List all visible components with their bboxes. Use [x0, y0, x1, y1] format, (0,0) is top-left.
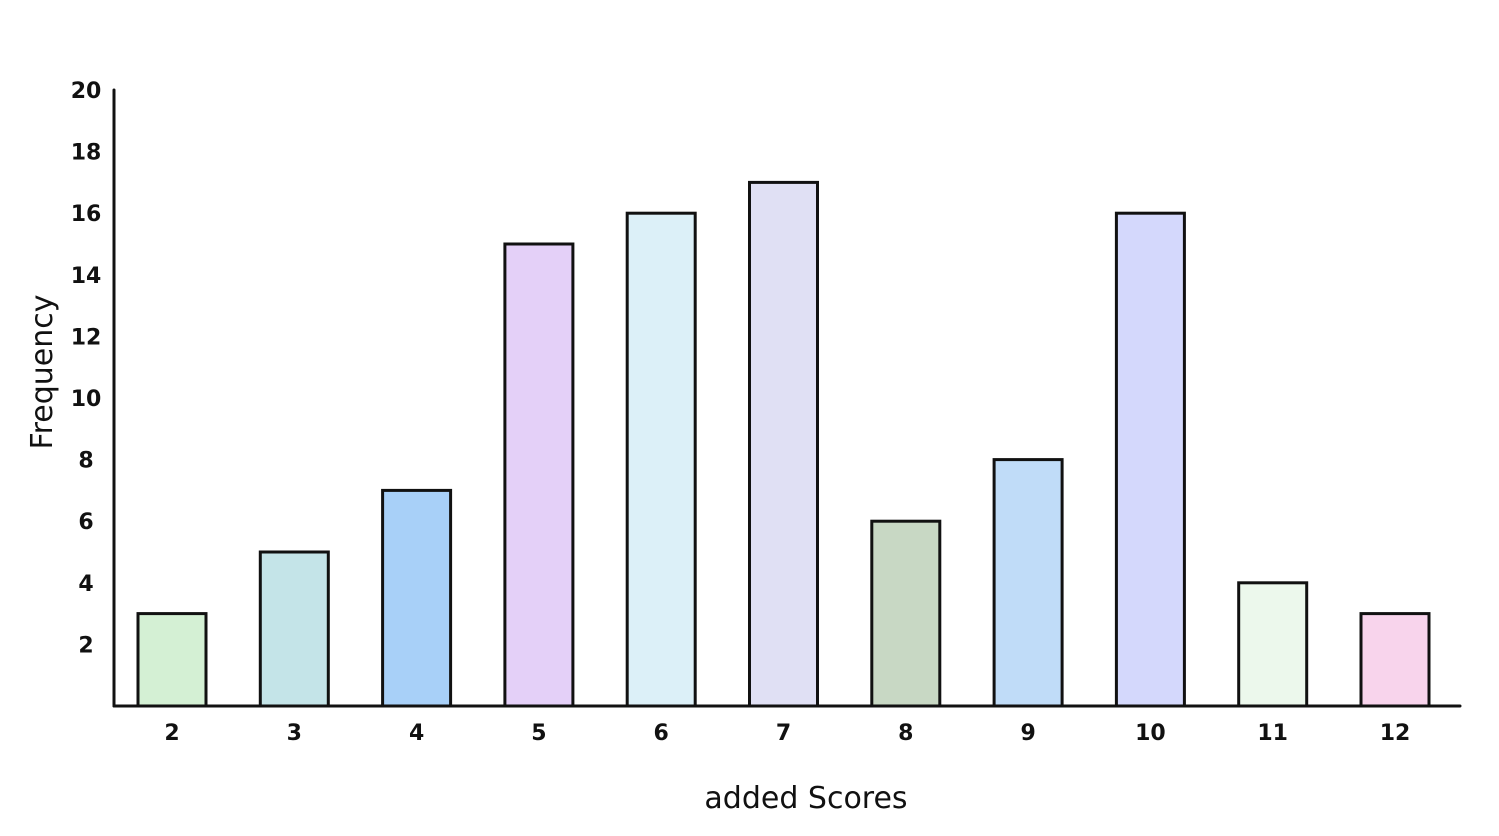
bar-6	[625, 211, 697, 708]
bar-2	[136, 612, 208, 708]
y-tick-2: 2	[78, 633, 93, 658]
x-tick-11: 11	[1257, 721, 1288, 746]
y-tick-12: 12	[71, 325, 102, 350]
bar-12	[1359, 612, 1431, 708]
bar-5	[503, 242, 575, 708]
x-tick-2: 2	[164, 721, 179, 746]
bar-3	[258, 550, 330, 708]
bar-9	[992, 458, 1064, 708]
bar-8	[870, 519, 942, 708]
bar-11	[1237, 581, 1309, 708]
x-tick-5: 5	[531, 721, 546, 746]
y-tick-18: 18	[71, 141, 102, 166]
bars-group	[136, 180, 1431, 708]
x-tick-7: 7	[776, 721, 791, 746]
y-tick-16: 16	[71, 202, 102, 227]
x-tick-3: 3	[287, 721, 302, 746]
x-tick-10: 10	[1135, 721, 1166, 746]
y-tick-10: 10	[71, 387, 102, 412]
bar-7	[748, 180, 819, 708]
x-tick-6: 6	[654, 721, 669, 746]
x-tick-labels: 2 3 4 5 6 7 8 9 10 11 12	[164, 721, 1410, 746]
y-tick-labels: 2 4 6 8 10 12 14 16 18 20	[71, 79, 102, 658]
y-tick-8: 8	[78, 449, 93, 474]
x-tick-9: 9	[1020, 721, 1035, 746]
bar-4	[381, 488, 453, 708]
y-tick-4: 4	[78, 572, 93, 597]
bar-10	[1114, 211, 1186, 708]
y-tick-14: 14	[71, 264, 102, 289]
y-axis-label: Frequency	[25, 295, 60, 450]
y-tick-6: 6	[78, 510, 93, 535]
x-tick-8: 8	[898, 721, 913, 746]
y-tick-20: 20	[71, 79, 102, 104]
x-axis-label: added Scores	[704, 781, 907, 816]
x-tick-4: 4	[409, 721, 424, 746]
x-tick-12: 12	[1380, 721, 1411, 746]
